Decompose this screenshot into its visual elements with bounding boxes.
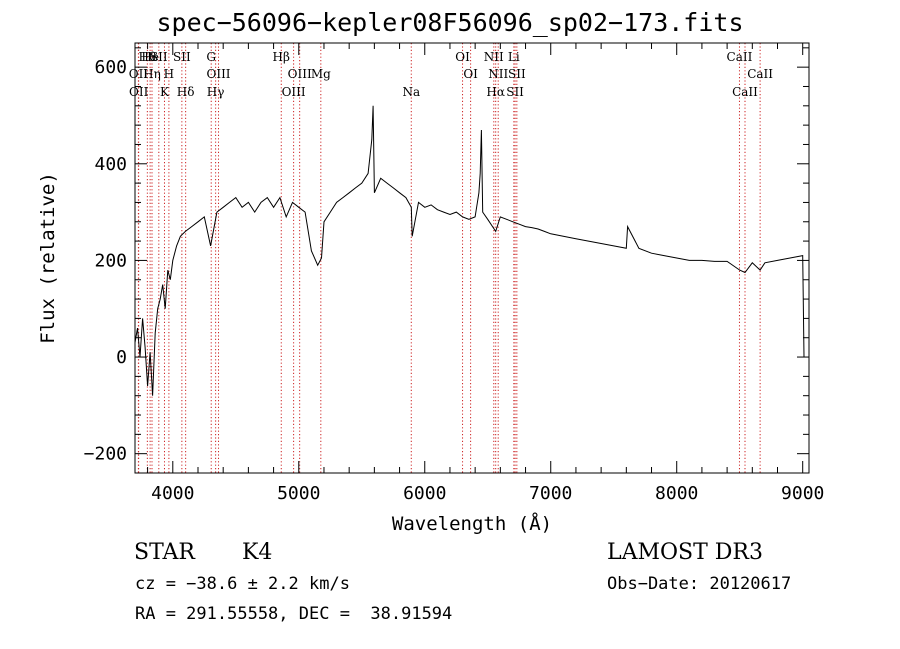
x-tick-label: 4000 (151, 483, 194, 504)
y-tick-label: 200 (94, 250, 127, 271)
spectral-line-label: K (160, 85, 170, 99)
spectral-line-label: NII (488, 67, 508, 81)
spectral-line-label: Hγ (207, 85, 225, 99)
spectral-line-label: Hα (486, 85, 505, 99)
x-tick-label: 6000 (403, 483, 446, 504)
survey-name: LAMOST DR3 (607, 540, 763, 565)
spectral-line-label: He (141, 50, 159, 64)
spectral-line-label: Mg (311, 67, 331, 81)
spectral-line-label: SII (150, 50, 168, 64)
spectral-line-label: OI (463, 67, 478, 81)
x-tick-label: 7000 (529, 483, 572, 504)
x-tick-label: 9000 (781, 483, 824, 504)
object-subclass: K4 (242, 540, 273, 565)
spectral-line-label: Li (508, 50, 520, 64)
chart-title: spec−56096−kepler08F56096_sp02−173.fits (156, 8, 744, 37)
coordinates: RA = 291.55558, DEC = 38.91594 (135, 604, 453, 624)
spectral-line-label: H (164, 67, 174, 81)
y-tick-label: 400 (94, 154, 127, 175)
spectral-line-label: OIII (282, 85, 306, 99)
spectral-line-label: Hβ (273, 50, 290, 64)
redshift-cz: cz = −38.6 ± 2.2 km/s (135, 574, 350, 594)
spectral-line-label: CaII (732, 85, 758, 99)
plot-frame (134, 42, 810, 474)
x-tick-label: 5000 (277, 483, 320, 504)
x-tick-label: 8000 (655, 483, 698, 504)
observation-date: Obs−Date: 20120617 (607, 574, 792, 594)
x-axis-label: Wavelength (Å) (392, 512, 552, 535)
spectral-line-label: OIII (206, 67, 230, 81)
spectral-line-label: SII (173, 50, 191, 64)
spectral-line-label: G (206, 50, 216, 64)
spectral-line-label: OI (455, 50, 470, 64)
spectrum-series-line (134, 105, 805, 396)
spectral-line-label: Na (402, 85, 420, 99)
spectral-line-label: CaII (747, 67, 773, 81)
y-axis-label: Flux (relative) (37, 172, 59, 344)
spectral-line-label: Hδ (177, 85, 195, 99)
spectral-line-label: Hη (143, 67, 161, 81)
spectral-line-label: Hθ (138, 50, 156, 64)
spectral-line-label: OII (129, 67, 149, 81)
spectral-line-label: CaII (727, 50, 753, 64)
spectral-line-label: OII (129, 85, 149, 99)
object-class: STAR (134, 540, 195, 565)
spectral-line-label: SII (508, 67, 526, 81)
y-tick-label: 0 (116, 347, 127, 368)
spectral-line-label: NII (484, 50, 504, 64)
y-tick-label: −200 (84, 444, 127, 465)
spectral-line-label: OIII (288, 67, 312, 81)
spectral-line-label: SII (506, 85, 524, 99)
y-tick-label: 600 (94, 57, 127, 78)
